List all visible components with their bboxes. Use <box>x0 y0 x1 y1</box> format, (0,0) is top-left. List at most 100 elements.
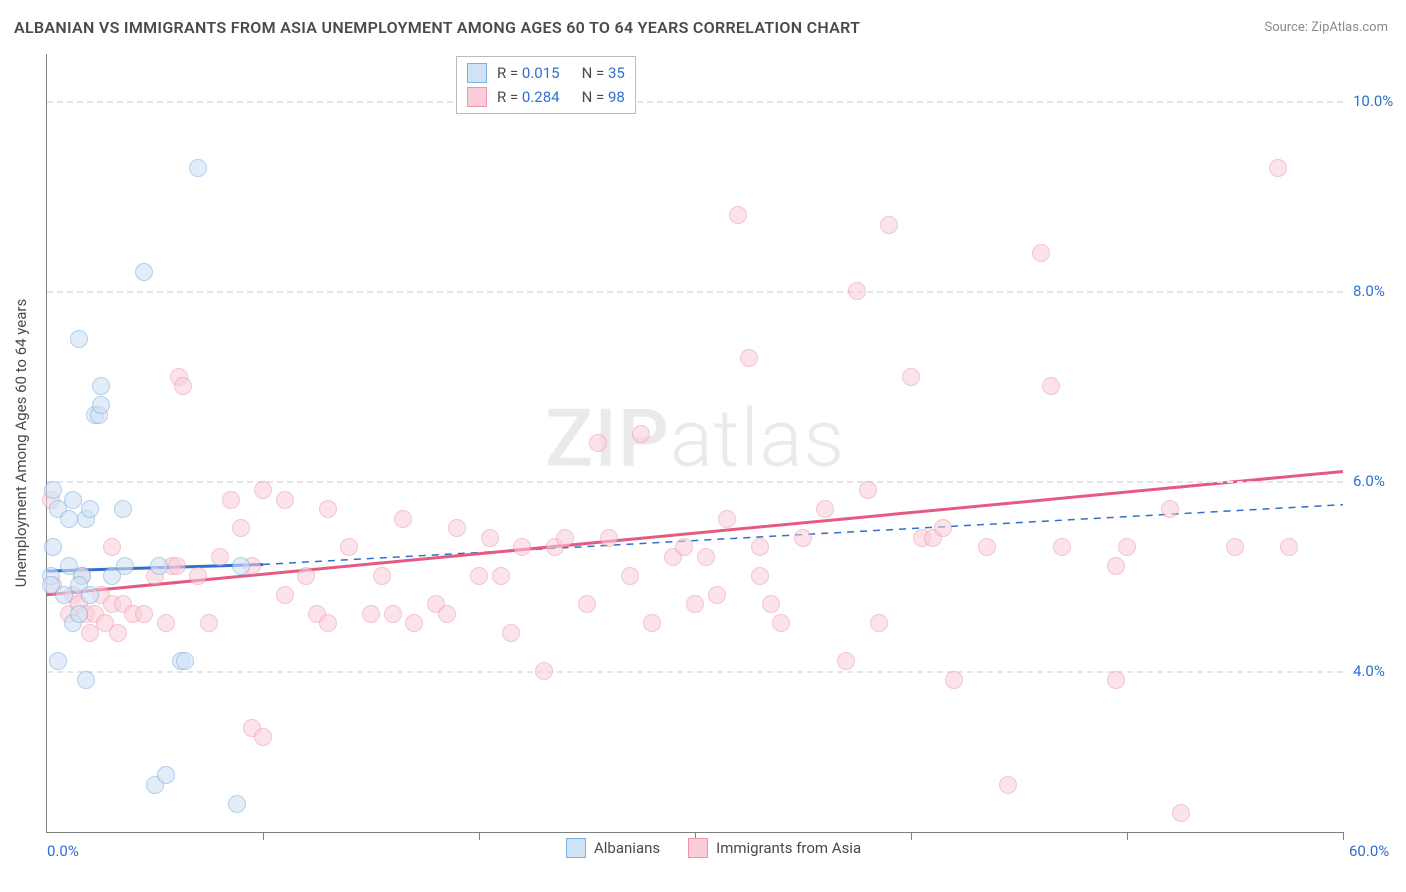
data-point-immigrants_asia <box>718 510 736 528</box>
data-point-immigrants_asia <box>448 519 466 537</box>
data-point-albanians <box>116 557 134 575</box>
data-point-albanians <box>189 159 207 177</box>
data-point-immigrants_asia <box>174 377 192 395</box>
y-axis-title: Unemployment Among Ages 60 to 64 years <box>12 299 30 587</box>
data-point-immigrants_asia <box>880 216 898 234</box>
data-point-immigrants_asia <box>1161 500 1179 518</box>
data-point-immigrants_asia <box>859 481 877 499</box>
data-point-immigrants_asia <box>535 662 553 680</box>
data-point-immigrants_asia <box>232 519 250 537</box>
data-point-immigrants_asia <box>276 491 294 509</box>
legend-correlation-box: R = 0.015 N = 35 R = 0.284 N = 98 <box>456 56 636 114</box>
legend-swatch <box>688 838 708 858</box>
data-point-immigrants_asia <box>276 586 294 604</box>
data-point-immigrants_asia <box>870 614 888 632</box>
data-point-immigrants_asia <box>470 567 488 585</box>
n-label: N = 35 <box>582 61 625 85</box>
data-point-albanians <box>60 510 78 528</box>
data-point-immigrants_asia <box>697 548 715 566</box>
data-point-immigrants_asia <box>492 567 510 585</box>
data-point-albanians <box>44 538 62 556</box>
data-point-immigrants_asia <box>200 614 218 632</box>
data-point-immigrants_asia <box>254 728 272 746</box>
data-point-albanians <box>228 795 246 813</box>
source-label: Source: ZipAtlas.com <box>1264 20 1388 35</box>
data-point-immigrants_asia <box>772 614 790 632</box>
data-point-albanians <box>81 586 99 604</box>
legend-stats-row-albanians: R = 0.015 N = 35 <box>467 61 625 85</box>
data-point-immigrants_asia <box>1226 538 1244 556</box>
chart-plot-area: ZIPatlas 4.0%6.0%8.0%10.0%0.0%60.0% <box>46 54 1343 833</box>
data-point-immigrants_asia <box>751 567 769 585</box>
data-point-immigrants_asia <box>340 538 358 556</box>
data-point-albanians <box>135 263 153 281</box>
data-point-immigrants_asia <box>405 614 423 632</box>
data-point-immigrants_asia <box>189 567 207 585</box>
x-tick <box>1127 832 1128 840</box>
data-point-albanians <box>157 766 175 784</box>
data-point-immigrants_asia <box>362 605 380 623</box>
data-point-immigrants_asia <box>1172 804 1190 822</box>
data-point-albanians <box>92 396 110 414</box>
x-tick <box>479 832 480 840</box>
gridline <box>47 671 1343 673</box>
data-point-immigrants_asia <box>978 538 996 556</box>
legend-label: Immigrants from Asia <box>716 839 861 857</box>
data-point-immigrants_asia <box>103 538 121 556</box>
data-point-immigrants_asia <box>222 491 240 509</box>
chart-title: ALBANIAN VS IMMIGRANTS FROM ASIA UNEMPLO… <box>14 18 860 37</box>
data-point-immigrants_asia <box>384 605 402 623</box>
x-tick <box>911 832 912 840</box>
data-point-immigrants_asia <box>1280 538 1298 556</box>
x-tick <box>263 832 264 840</box>
data-point-immigrants_asia <box>394 510 412 528</box>
legend-label: Albanians <box>594 839 660 857</box>
y-tick-label: 4.0% <box>1353 662 1385 680</box>
data-point-immigrants_asia <box>708 586 726 604</box>
data-point-immigrants_asia <box>502 624 520 642</box>
data-point-immigrants_asia <box>319 500 337 518</box>
data-point-immigrants_asia <box>157 614 175 632</box>
data-point-immigrants_asia <box>1032 244 1050 262</box>
data-point-immigrants_asia <box>999 776 1017 794</box>
x-min-label: 0.0% <box>47 842 79 860</box>
y-tick-label: 6.0% <box>1353 472 1385 490</box>
legend-swatch <box>467 87 487 107</box>
data-point-immigrants_asia <box>373 567 391 585</box>
data-point-immigrants_asia <box>211 548 229 566</box>
data-point-albanians <box>77 671 95 689</box>
data-point-albanians <box>64 491 82 509</box>
data-point-immigrants_asia <box>848 282 866 300</box>
y-tick-label: 8.0% <box>1353 282 1385 300</box>
data-point-albanians <box>49 652 67 670</box>
y-tick-label: 10.0% <box>1353 92 1393 110</box>
data-point-immigrants_asia <box>1042 377 1060 395</box>
data-point-immigrants_asia <box>751 538 769 556</box>
data-point-immigrants_asia <box>794 529 812 547</box>
r-label: R = 0.015 <box>497 61 560 85</box>
gridline <box>47 481 1343 483</box>
data-point-immigrants_asia <box>945 671 963 689</box>
legend-item-albanians: Albanians <box>566 838 660 858</box>
data-point-immigrants_asia <box>632 425 650 443</box>
data-point-immigrants_asia <box>319 614 337 632</box>
x-tick <box>1343 832 1344 840</box>
legend-series: Albanians Immigrants from Asia <box>566 838 861 858</box>
legend-swatch <box>467 63 487 83</box>
data-point-albanians <box>81 500 99 518</box>
data-point-immigrants_asia <box>1107 671 1125 689</box>
n-label: N = 98 <box>582 85 625 109</box>
data-point-immigrants_asia <box>816 500 834 518</box>
data-point-immigrants_asia <box>168 557 186 575</box>
data-point-immigrants_asia <box>109 624 127 642</box>
data-point-albanians <box>70 330 88 348</box>
data-point-immigrants_asia <box>1118 538 1136 556</box>
regression-lines-layer <box>47 54 1343 832</box>
data-point-immigrants_asia <box>686 595 704 613</box>
data-point-immigrants_asia <box>902 368 920 386</box>
r-label: R = 0.284 <box>497 85 560 109</box>
data-point-immigrants_asia <box>254 481 272 499</box>
data-point-albanians <box>114 500 132 518</box>
data-point-albanians <box>92 377 110 395</box>
data-point-immigrants_asia <box>1269 159 1287 177</box>
